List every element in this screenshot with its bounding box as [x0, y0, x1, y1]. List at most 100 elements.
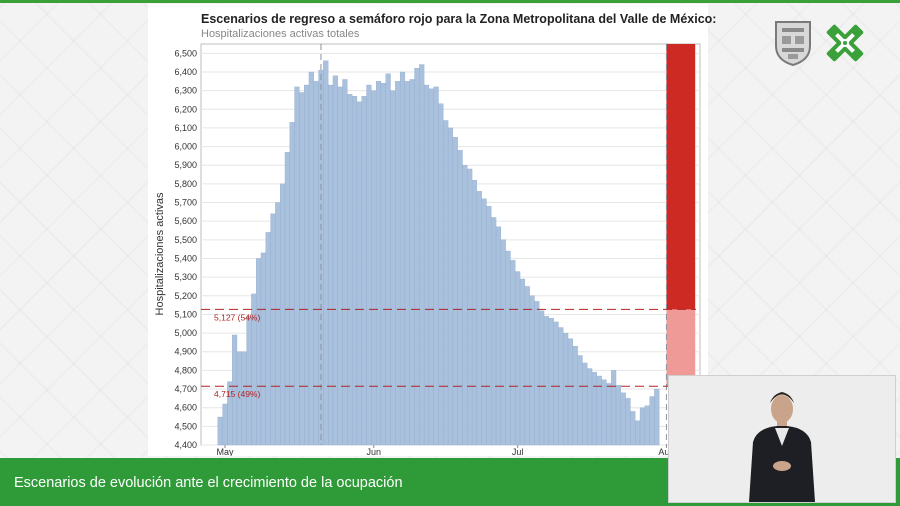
data-bar — [351, 96, 358, 446]
data-bar — [519, 278, 526, 446]
header-logos — [770, 18, 880, 68]
data-bar — [289, 122, 295, 446]
y-tick-label: 6,400 — [174, 67, 197, 77]
data-bar — [572, 345, 578, 446]
data-bar — [270, 213, 276, 446]
data-bar — [510, 260, 516, 446]
y-tick-label: 4,900 — [174, 347, 197, 357]
data-bar — [476, 191, 482, 446]
y-tick-label: 4,500 — [174, 421, 197, 431]
threshold-label: 5,127 (54%) — [214, 312, 260, 322]
data-bar — [615, 385, 621, 446]
data-bar — [438, 103, 444, 446]
y-tick-label: 5,000 — [174, 328, 197, 338]
data-bar — [639, 407, 645, 446]
data-bar — [419, 64, 425, 446]
data-bar — [342, 79, 348, 446]
data-bar — [332, 75, 338, 446]
data-bar — [260, 252, 266, 446]
data-bar — [606, 383, 612, 446]
data-bar — [654, 388, 660, 446]
y-tick-label: 5,700 — [174, 198, 197, 208]
data-bar — [548, 318, 554, 446]
data-bar — [280, 183, 286, 446]
data-bar — [395, 81, 401, 446]
data-bar — [505, 250, 511, 446]
x-tick-label: May — [216, 447, 234, 456]
data-bar — [467, 168, 473, 446]
data-bar — [462, 165, 468, 446]
data-bar — [222, 403, 228, 446]
data-bar — [524, 286, 530, 446]
data-bar — [447, 127, 454, 446]
data-bar — [327, 84, 334, 446]
data-bar — [471, 180, 478, 446]
data-bar — [428, 88, 434, 446]
y-tick-label: 6,500 — [174, 48, 197, 58]
y-tick-label: 4,800 — [174, 365, 197, 375]
y-tick-label: 5,600 — [174, 216, 197, 226]
data-bar — [591, 372, 597, 446]
data-bar — [611, 370, 617, 446]
data-bar — [644, 405, 650, 446]
data-bar — [323, 60, 329, 446]
y-tick-label: 5,200 — [174, 291, 197, 301]
data-bar — [423, 84, 430, 446]
y-tick-label: 4,400 — [174, 440, 197, 450]
data-bar — [601, 379, 607, 446]
data-bar — [375, 81, 382, 446]
data-bar — [495, 226, 502, 446]
data-bar — [491, 217, 497, 446]
data-bar — [457, 150, 463, 446]
data-bar — [304, 84, 310, 446]
x-tick-label: Jun — [366, 447, 381, 456]
data-bar — [361, 96, 367, 446]
data-bar — [635, 420, 641, 446]
cdmx-x-logo-icon — [826, 24, 864, 62]
x-tick-label: Aug — [658, 447, 674, 456]
data-bar — [577, 355, 583, 446]
data-bar — [371, 90, 377, 446]
data-bar — [486, 206, 492, 446]
data-bar — [481, 198, 487, 446]
logo-group — [775, 21, 864, 67]
video-inset — [668, 375, 896, 503]
cdmx-seal-icon — [775, 21, 811, 67]
data-bar — [414, 68, 420, 446]
data-bar — [620, 392, 626, 446]
data-bar — [553, 321, 559, 446]
data-bar — [380, 83, 386, 446]
data-bar — [587, 368, 593, 446]
data-bar — [366, 84, 372, 446]
chart-subtitle: Hospitalizaciones activas totales — [201, 28, 360, 40]
data-bar — [347, 94, 353, 446]
data-bar — [275, 202, 281, 446]
y-tick-label: 6,200 — [174, 104, 197, 114]
y-tick-label: 5,500 — [174, 235, 197, 245]
y-tick-label: 5,300 — [174, 272, 197, 282]
data-bar — [337, 86, 343, 446]
data-bar — [563, 332, 569, 446]
data-bar — [256, 258, 262, 446]
data-bar — [625, 398, 631, 446]
y-tick-label: 5,400 — [174, 253, 197, 263]
data-bar — [543, 316, 550, 446]
data-bar — [404, 81, 410, 446]
y-tick-label: 4,600 — [174, 403, 197, 413]
data-bar — [433, 86, 439, 446]
threshold-label: 4,715 (49%) — [214, 389, 260, 399]
data-bar — [515, 271, 521, 446]
data-bar — [299, 92, 305, 446]
data-bar — [649, 396, 655, 446]
data-bar — [313, 81, 319, 446]
data-bar — [582, 362, 588, 446]
y-tick-label: 6,000 — [174, 142, 197, 152]
scenario-band — [666, 309, 696, 387]
data-bar — [409, 79, 415, 446]
y-tick-label: 4,700 — [174, 384, 197, 394]
data-bar — [452, 137, 458, 446]
data-bar — [534, 301, 540, 446]
data-bar — [399, 71, 406, 446]
y-tick-label: 6,100 — [174, 123, 197, 133]
data-bar — [246, 316, 252, 446]
